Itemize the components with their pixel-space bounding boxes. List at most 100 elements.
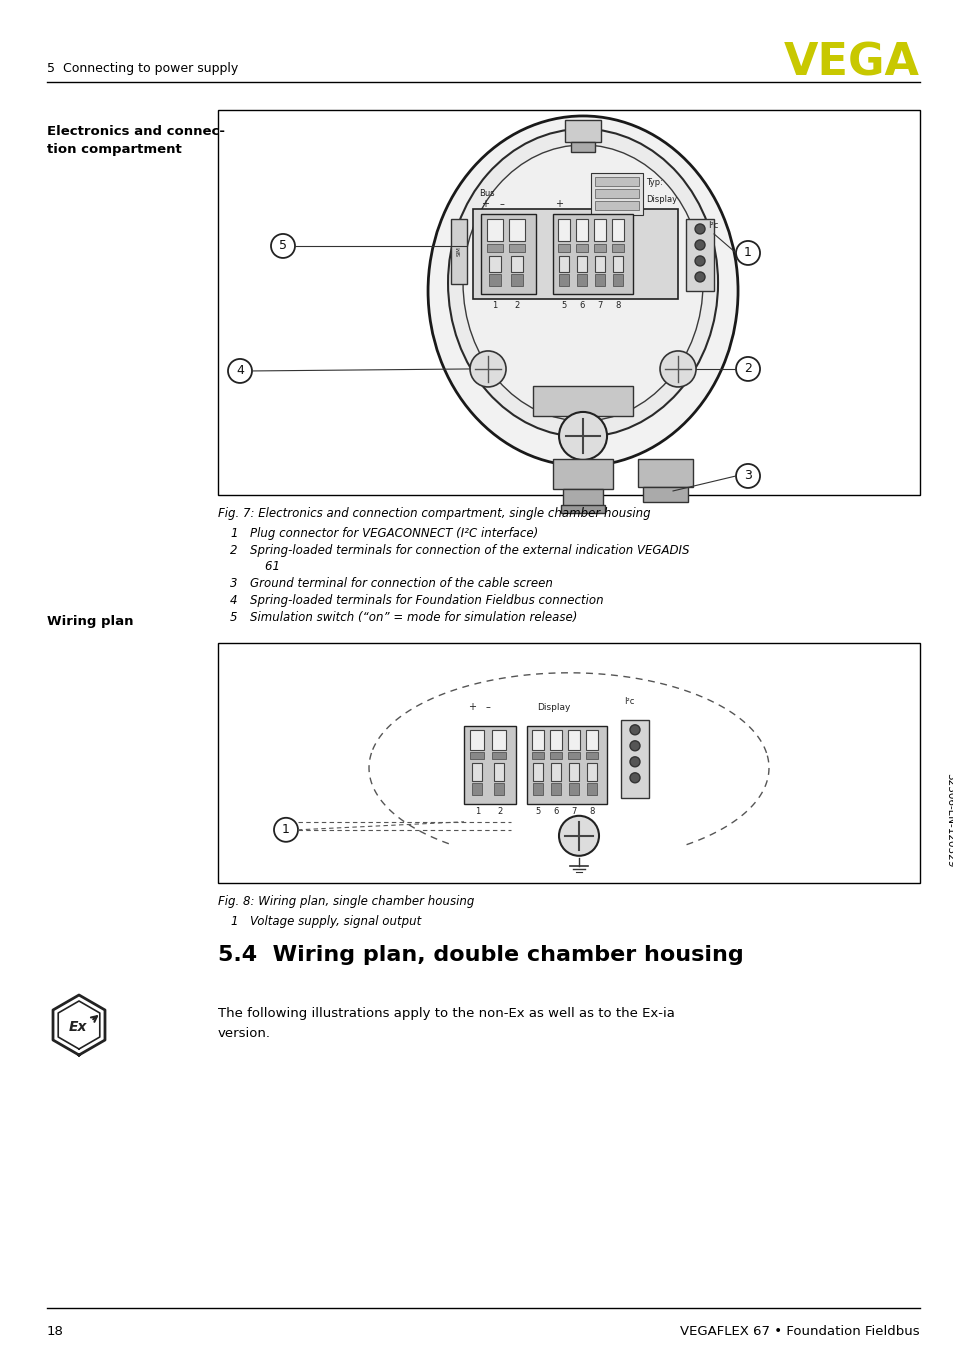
Bar bbox=[551, 762, 560, 781]
Bar bbox=[642, 487, 687, 502]
Text: Display: Display bbox=[537, 703, 570, 712]
Bar bbox=[577, 256, 586, 272]
Ellipse shape bbox=[428, 116, 738, 466]
Text: 4: 4 bbox=[235, 364, 244, 378]
Bar bbox=[558, 219, 570, 241]
Text: 2: 2 bbox=[230, 544, 237, 556]
Circle shape bbox=[695, 256, 704, 265]
Bar bbox=[509, 219, 524, 241]
Bar bbox=[533, 762, 542, 781]
Text: 2: 2 bbox=[514, 301, 519, 310]
Text: 6: 6 bbox=[578, 301, 584, 310]
Ellipse shape bbox=[462, 145, 702, 421]
Circle shape bbox=[736, 464, 760, 487]
Bar bbox=[685, 219, 713, 291]
Circle shape bbox=[695, 223, 704, 234]
Bar bbox=[511, 274, 522, 286]
Circle shape bbox=[629, 757, 639, 766]
Bar bbox=[463, 726, 516, 804]
Bar bbox=[218, 110, 919, 496]
Bar bbox=[568, 762, 578, 781]
Text: VEGAFLEX 67 • Foundation Fieldbus: VEGAFLEX 67 • Foundation Fieldbus bbox=[679, 1326, 919, 1338]
Text: Plug connector for VEGACONNECT (I²C interface): Plug connector for VEGACONNECT (I²C inte… bbox=[250, 527, 537, 540]
Text: +: + bbox=[468, 701, 476, 712]
Text: I²c: I²c bbox=[623, 697, 634, 705]
Text: Electronics and connec-: Electronics and connec- bbox=[47, 125, 225, 138]
Circle shape bbox=[470, 351, 505, 387]
Bar bbox=[560, 505, 604, 513]
Text: 61: 61 bbox=[250, 561, 280, 573]
Text: 1: 1 bbox=[230, 527, 237, 540]
Bar bbox=[511, 256, 522, 272]
Bar bbox=[564, 121, 600, 142]
Bar bbox=[473, 209, 678, 299]
Bar bbox=[613, 256, 622, 272]
Text: 1: 1 bbox=[475, 807, 480, 816]
Text: version.: version. bbox=[218, 1026, 271, 1040]
Text: Spring-loaded terminals for Foundation Fieldbus connection: Spring-loaded terminals for Foundation F… bbox=[250, 594, 603, 607]
Circle shape bbox=[629, 773, 639, 783]
Bar bbox=[586, 762, 597, 781]
Text: Simulation switch (“on” = mode for simulation release): Simulation switch (“on” = mode for simul… bbox=[250, 611, 577, 624]
Bar bbox=[612, 244, 623, 252]
Text: 1: 1 bbox=[230, 915, 237, 927]
Bar bbox=[487, 244, 502, 252]
Bar bbox=[620, 720, 648, 798]
Text: Wiring plan: Wiring plan bbox=[47, 615, 133, 628]
Text: –: – bbox=[498, 199, 503, 209]
Text: 5.4  Wiring plan, double chamber housing: 5.4 Wiring plan, double chamber housing bbox=[218, 945, 743, 965]
Bar bbox=[585, 730, 598, 750]
Text: tion compartment: tion compartment bbox=[47, 144, 182, 156]
Text: 8: 8 bbox=[589, 807, 594, 816]
Bar bbox=[492, 730, 505, 750]
Text: 2: 2 bbox=[743, 363, 751, 375]
Bar bbox=[494, 783, 503, 795]
Text: 1: 1 bbox=[282, 823, 290, 837]
Bar bbox=[492, 751, 505, 758]
Text: 1: 1 bbox=[492, 301, 497, 310]
Circle shape bbox=[659, 351, 696, 387]
Bar bbox=[532, 751, 543, 758]
Text: I²c: I²c bbox=[707, 221, 718, 230]
Circle shape bbox=[558, 412, 606, 460]
Bar bbox=[595, 200, 639, 210]
Bar bbox=[594, 244, 605, 252]
Text: 5: 5 bbox=[560, 301, 566, 310]
Bar bbox=[558, 244, 570, 252]
Text: 6: 6 bbox=[553, 807, 558, 816]
Bar bbox=[472, 783, 481, 795]
Bar bbox=[532, 730, 543, 750]
Circle shape bbox=[228, 359, 252, 383]
Circle shape bbox=[695, 272, 704, 282]
Bar bbox=[550, 751, 561, 758]
Bar bbox=[489, 256, 500, 272]
Bar bbox=[595, 256, 604, 272]
Bar bbox=[489, 274, 500, 286]
Bar bbox=[551, 783, 560, 795]
Bar bbox=[594, 219, 605, 241]
Text: 8: 8 bbox=[615, 301, 620, 310]
Text: +: + bbox=[480, 199, 489, 209]
Bar bbox=[472, 762, 481, 781]
Bar bbox=[568, 783, 578, 795]
Text: Fig. 8: Wiring plan, single chamber housing: Fig. 8: Wiring plan, single chamber hous… bbox=[218, 895, 474, 909]
Text: 5: 5 bbox=[535, 807, 540, 816]
Text: VEGA: VEGA bbox=[783, 42, 919, 85]
Bar bbox=[591, 173, 642, 215]
Text: The following illustrations apply to the non-Ex as well as to the Ex-ia: The following illustrations apply to the… bbox=[218, 1007, 674, 1020]
Text: 3: 3 bbox=[230, 577, 237, 590]
Text: 2: 2 bbox=[497, 807, 502, 816]
Text: SIM: SIM bbox=[456, 246, 461, 256]
Text: 5: 5 bbox=[278, 240, 287, 252]
Bar bbox=[553, 214, 633, 294]
Circle shape bbox=[629, 724, 639, 735]
Bar bbox=[638, 459, 692, 487]
Bar bbox=[526, 726, 606, 804]
Circle shape bbox=[695, 240, 704, 250]
Circle shape bbox=[629, 741, 639, 751]
Bar bbox=[509, 244, 524, 252]
Text: Ground terminal for connection of the cable screen: Ground terminal for connection of the ca… bbox=[250, 577, 553, 590]
Circle shape bbox=[736, 241, 760, 265]
Bar bbox=[558, 274, 568, 286]
Text: –: – bbox=[485, 701, 491, 712]
